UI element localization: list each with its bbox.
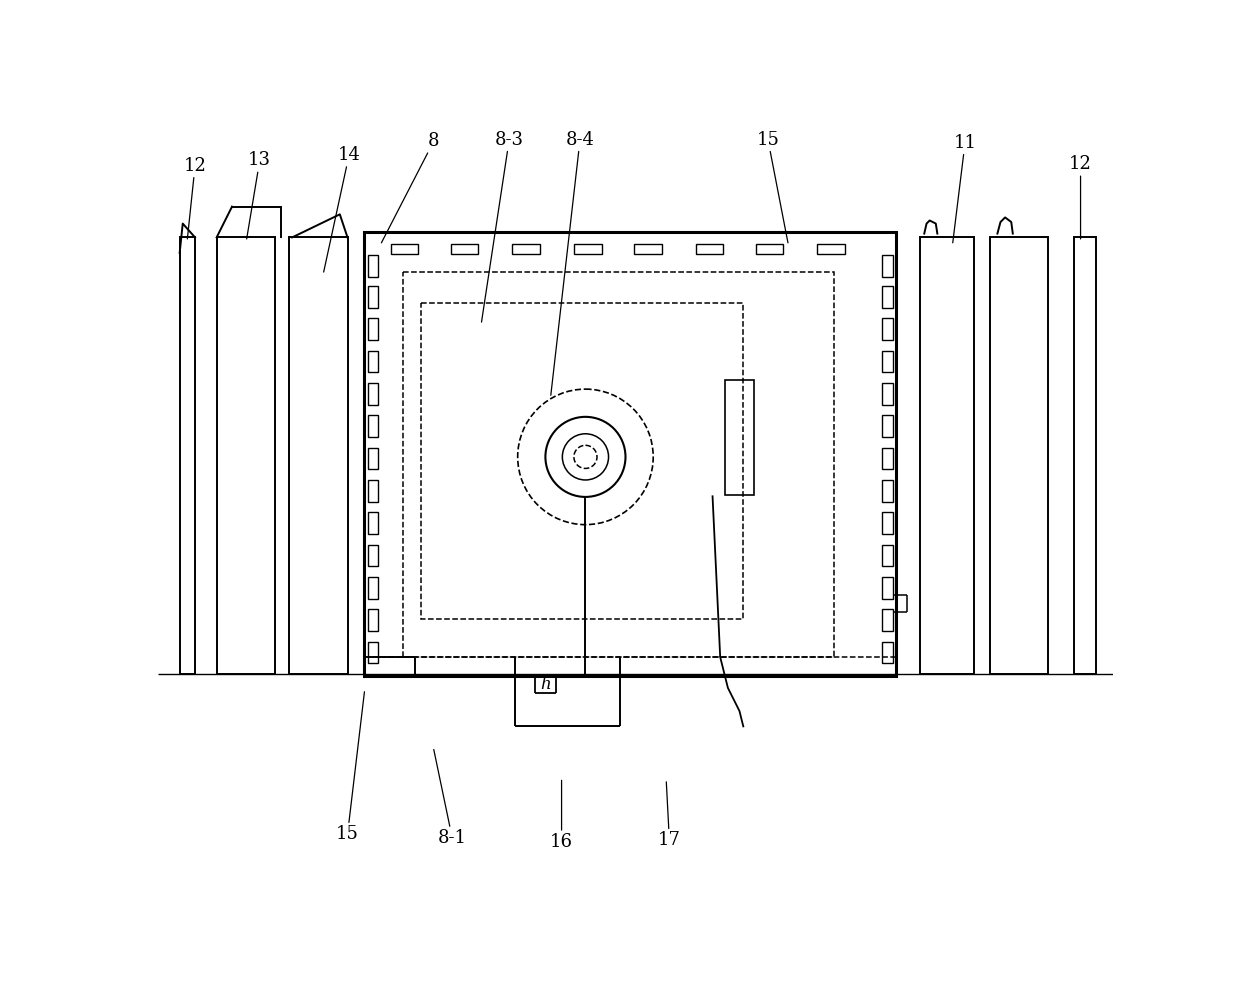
Text: 16: 16 — [551, 780, 573, 851]
Text: 12: 12 — [184, 156, 207, 239]
Bar — [882, 642, 893, 663]
Text: 13: 13 — [247, 152, 272, 239]
Text: 8-1: 8-1 — [434, 750, 466, 847]
Bar — [920, 237, 975, 674]
Bar — [574, 244, 601, 255]
Bar — [882, 415, 893, 437]
Bar — [365, 232, 895, 676]
Bar — [725, 380, 754, 495]
Bar — [882, 480, 893, 502]
Bar — [403, 273, 835, 657]
Bar — [882, 609, 893, 631]
Bar — [367, 383, 378, 404]
Bar — [696, 244, 723, 255]
Bar — [882, 545, 893, 566]
Bar — [990, 237, 1048, 674]
Bar — [217, 237, 275, 674]
Bar — [634, 244, 662, 255]
Text: 8-4: 8-4 — [551, 131, 594, 396]
Text: 12: 12 — [1069, 155, 1092, 239]
Bar — [882, 350, 893, 372]
Bar — [367, 480, 378, 502]
Bar — [422, 303, 743, 619]
Bar — [882, 448, 893, 469]
Bar — [882, 318, 893, 339]
Bar — [391, 244, 418, 255]
Bar — [817, 244, 844, 255]
Bar — [367, 350, 378, 372]
Text: 14: 14 — [324, 146, 361, 273]
Bar — [882, 255, 893, 277]
Text: 15: 15 — [756, 131, 787, 243]
Bar — [367, 448, 378, 469]
Text: 17: 17 — [658, 782, 681, 849]
Text: h: h — [541, 676, 551, 694]
Bar — [882, 383, 893, 404]
Bar — [367, 318, 378, 339]
Bar — [882, 513, 893, 534]
Bar — [367, 255, 378, 277]
Bar — [882, 286, 893, 307]
Bar — [367, 642, 378, 663]
Bar — [450, 244, 479, 255]
Bar — [367, 577, 378, 598]
Bar — [882, 577, 893, 598]
Bar — [512, 244, 541, 255]
Text: 8-3: 8-3 — [481, 131, 523, 322]
Text: 15: 15 — [336, 692, 365, 843]
Bar — [367, 513, 378, 534]
Bar — [367, 286, 378, 307]
Bar — [367, 545, 378, 566]
Text: 11: 11 — [952, 134, 977, 243]
Bar — [180, 237, 195, 674]
Bar — [289, 237, 347, 674]
Bar — [367, 415, 378, 437]
Bar — [367, 609, 378, 631]
Bar — [1074, 237, 1096, 674]
Text: 8: 8 — [382, 132, 439, 243]
Bar — [755, 244, 784, 255]
